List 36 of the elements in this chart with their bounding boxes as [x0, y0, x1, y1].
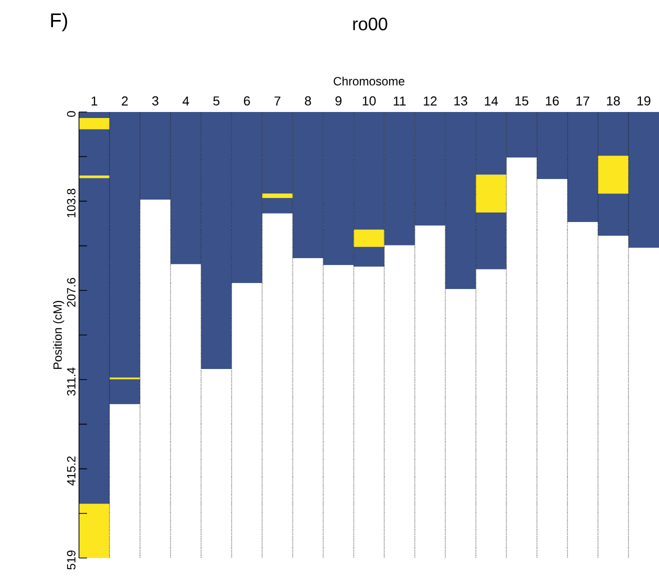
- x-tick-label: 10: [362, 96, 376, 106]
- x-tick-label: 3: [152, 96, 158, 106]
- x-tick-label: 19: [638, 96, 650, 106]
- bar: [79, 176, 110, 178]
- y-tick-label: 311.4: [67, 367, 76, 396]
- y-tick-label: 103.8: [67, 188, 76, 218]
- x-tick-label: 16: [546, 96, 559, 106]
- chart-title: ro00: [353, 18, 388, 30]
- x-tick-label: 9: [335, 96, 342, 106]
- x-tick-label: 1: [92, 96, 98, 106]
- bar: [79, 504, 110, 558]
- x-tick-label: 5: [213, 96, 220, 106]
- y-tick-label: 0: [67, 111, 76, 117]
- x-tick-label: 11: [394, 96, 406, 106]
- x-tick-label: 12: [424, 96, 437, 106]
- y-tick-label: 207.6: [67, 278, 76, 307]
- bar: [354, 230, 384, 247]
- x-tick-label: 6: [244, 96, 250, 106]
- bar: [476, 174, 506, 213]
- y-axis-title: Position (cM): [53, 300, 64, 369]
- x-tick-label: 14: [484, 96, 498, 106]
- x-tick-label: 15: [515, 96, 528, 106]
- x-tick-label: 2: [122, 96, 128, 106]
- text: F): [51, 12, 68, 32]
- bar: [262, 194, 293, 198]
- x-tick-label: 13: [454, 96, 468, 106]
- y-tick-label: 415.2: [67, 456, 76, 486]
- x-tick-label: 17: [576, 96, 590, 106]
- y-tick-label: 519: [67, 550, 76, 570]
- x-tick-label: 18: [607, 96, 620, 106]
- x-tick-label: 4: [182, 96, 190, 106]
- x-tick-label: 7: [274, 96, 280, 106]
- bar: [598, 156, 628, 194]
- bar: [79, 118, 110, 130]
- x-axis-title: Chromosome: [334, 76, 404, 86]
- x-tick-label: 8: [304, 96, 311, 106]
